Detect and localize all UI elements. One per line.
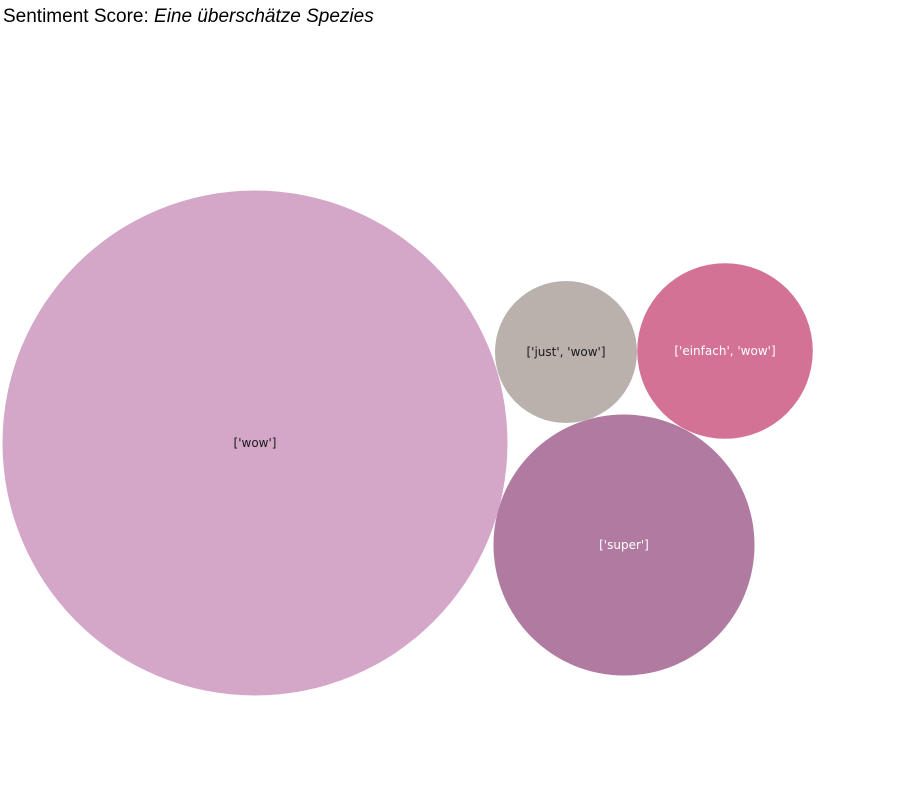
bubble-circle[interactable] [637,263,813,439]
bubble-label: ['super'] [599,538,649,552]
bubble-label: ['wow'] [234,436,277,450]
bubble-just-wow[interactable]: ['just', 'wow'] [495,281,637,423]
chart-title-subject: Eine überschätze Spezies [154,6,374,27]
bubble-einfach-wow[interactable]: ['einfach', 'wow'] [637,263,813,439]
bubble-circle[interactable] [495,281,637,423]
chart-title-prefix: Sentiment Score: [3,6,149,27]
bubble-circle[interactable] [2,190,508,696]
bubble-wow[interactable]: ['wow'] [2,190,508,696]
bubble-label: ['just', 'wow'] [526,345,605,359]
chart-title: Sentiment Score: Eine überschätze Spezie… [3,6,374,28]
bubble-super[interactable]: ['super'] [493,414,755,676]
bubble-circle[interactable] [493,414,755,676]
bubble-label: ['einfach', 'wow'] [674,344,775,358]
